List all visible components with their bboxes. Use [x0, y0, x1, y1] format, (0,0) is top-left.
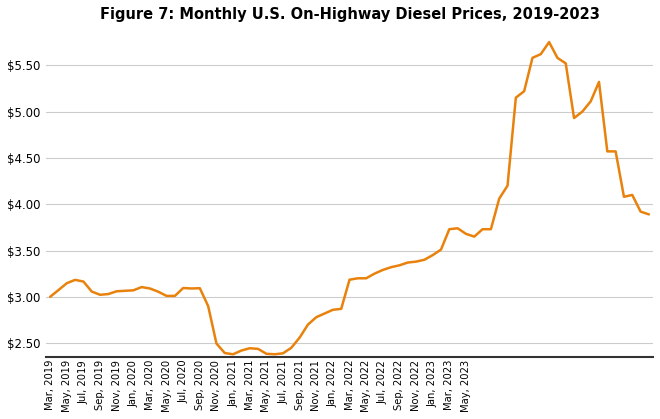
Title: Figure 7: Monthly U.S. On-Highway Diesel Prices, 2019-2023: Figure 7: Monthly U.S. On-Highway Diesel… [100, 7, 599, 22]
